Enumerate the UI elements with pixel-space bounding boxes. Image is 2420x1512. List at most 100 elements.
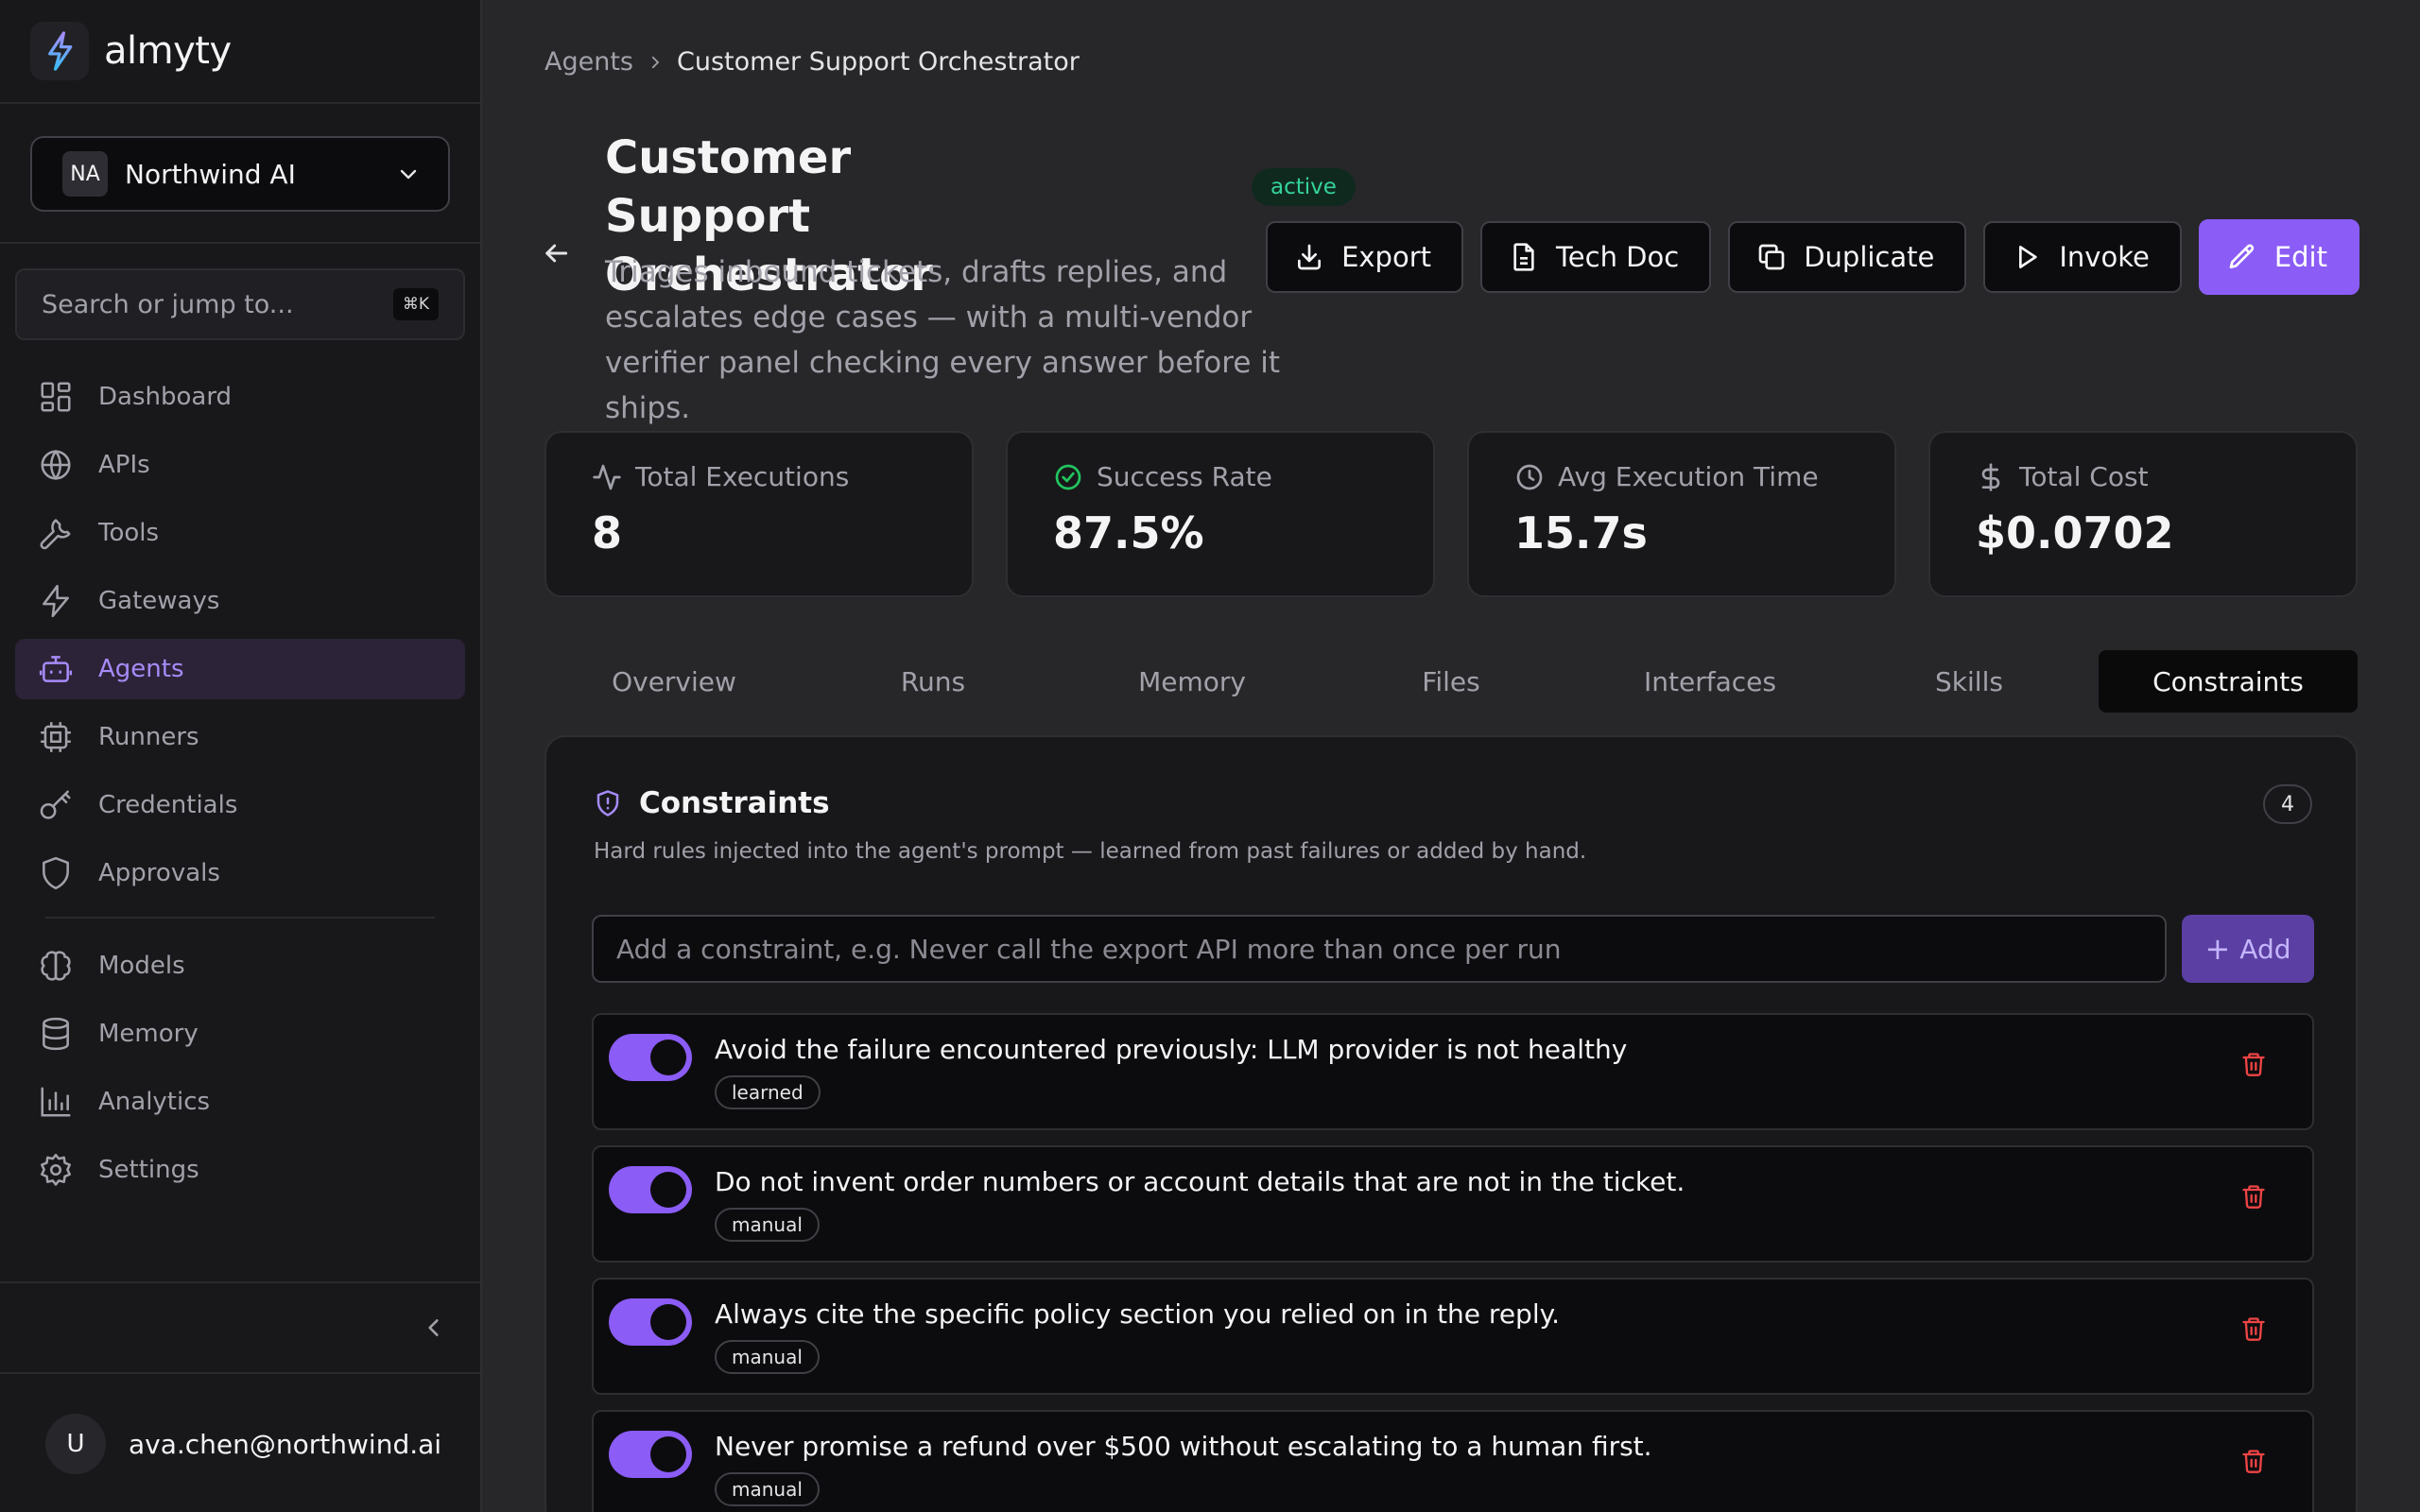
sidebar-item-label: APIs	[98, 451, 150, 479]
stat-value: 15.7s	[1514, 507, 1648, 558]
list-item: Avoid the failure encountered previously…	[592, 1013, 2314, 1130]
chevron-left-icon[interactable]	[422, 1315, 446, 1340]
back-arrow-icon[interactable]	[541, 238, 571, 268]
export-button[interactable]: Export	[1266, 221, 1463, 293]
cpu-icon	[38, 719, 74, 755]
clock-icon	[1514, 462, 1558, 492]
tab-interfaces[interactable]: Interfaces	[1644, 665, 1776, 697]
sidebar-item-models[interactable]: Models	[15, 936, 465, 996]
chevron-down-icon	[397, 163, 420, 185]
tab-skills[interactable]: Skills	[1935, 665, 2003, 697]
sidebar-item-memory[interactable]: Memory	[15, 1004, 465, 1064]
toggle-knob	[650, 1436, 686, 1472]
stat-value: $0.0702	[1976, 507, 2174, 558]
edit-button[interactable]: Edit	[2198, 219, 2360, 295]
sidebar-item-credentials[interactable]: Credentials	[15, 775, 465, 835]
action-toolbar: Export Tech Doc Duplicate Invoke Edit	[1249, 219, 2360, 295]
globe-icon	[38, 447, 74, 483]
logo-row: almyty	[0, 0, 480, 104]
constraint-tag: manual	[715, 1340, 820, 1374]
dashboard-icon	[38, 379, 74, 415]
shield-alert-icon	[594, 789, 639, 817]
search-shortcut: ⌘K	[392, 288, 439, 320]
sidebar-item-tools[interactable]: Tools	[15, 503, 465, 563]
constraint-toggle[interactable]	[609, 1431, 692, 1478]
sidebar-item-settings[interactable]: Settings	[15, 1140, 465, 1200]
constraints-title: Constraints	[639, 786, 830, 820]
page-title: Customer Support Orchestrator	[605, 131, 933, 301]
main-nav: Dashboard APIs Tools Gateways Agents Run…	[0, 367, 480, 1200]
toggle-knob	[650, 1040, 686, 1075]
sidebar-item-agents[interactable]: Agents	[15, 639, 465, 699]
sidebar-item-analytics[interactable]: Analytics	[15, 1072, 465, 1132]
constraint-tag: learned	[715, 1075, 821, 1109]
toggle-knob	[650, 1304, 686, 1340]
tech-doc-button[interactable]: Tech Doc	[1480, 221, 1712, 293]
constraints-panel: Constraints 4 Hard rules injected into t…	[544, 735, 2358, 1512]
sidebar-item-label: Dashboard	[98, 383, 233, 411]
invoke-button[interactable]: Invoke	[1983, 221, 2182, 293]
breadcrumb-agents-link[interactable]: Agents	[544, 47, 633, 77]
sidebar-item-label: Credentials	[98, 791, 238, 819]
copy-icon	[1756, 242, 1804, 272]
tab-overview[interactable]: Overview	[612, 665, 736, 697]
tab-runs[interactable]: Runs	[900, 665, 966, 697]
trash-icon[interactable]	[2240, 1051, 2267, 1077]
stat-label: Total Cost	[2019, 461, 2149, 492]
tab-constraints[interactable]: Constraints	[2099, 650, 2358, 713]
tech-doc-label: Tech Doc	[1556, 241, 1680, 273]
download-icon	[1294, 242, 1341, 272]
sidebar-item-dashboard[interactable]: Dashboard	[15, 367, 465, 427]
logo-icon[interactable]	[30, 22, 89, 80]
duplicate-label: Duplicate	[1804, 241, 1935, 273]
sidebar-item-apis[interactable]: APIs	[15, 435, 465, 495]
stat-value: 8	[592, 507, 623, 558]
play-icon	[2012, 242, 2059, 272]
org-avatar: NA	[62, 151, 108, 197]
sidebar-item-label: Gateways	[98, 587, 220, 615]
breadcrumb: Agents Customer Support Orchestrator	[544, 47, 1080, 77]
sidebar-item-label: Models	[98, 952, 185, 980]
bot-icon	[38, 651, 74, 687]
trash-icon[interactable]	[2240, 1183, 2267, 1210]
plus-icon: +	[2204, 931, 2231, 967]
stat-label: Total Executions	[635, 461, 850, 492]
constraint-toggle[interactable]	[609, 1034, 692, 1081]
edit-label: Edit	[2273, 241, 2327, 273]
key-icon	[38, 787, 74, 823]
tab-memory[interactable]: Memory	[1138, 665, 1246, 697]
chevron-right-icon	[647, 54, 664, 71]
search-input[interactable]: Search or jump to... ⌘K	[15, 268, 465, 340]
add-label: Add	[2239, 933, 2291, 965]
trash-icon[interactable]	[2240, 1448, 2267, 1474]
constraint-input[interactable]	[592, 915, 2167, 983]
stat-value: 87.5%	[1053, 507, 1204, 558]
search-placeholder: Search or jump to...	[42, 289, 294, 319]
brain-icon	[38, 948, 74, 984]
user-menu[interactable]: U ava.chen@northwind.ai	[0, 1376, 480, 1512]
sidebar-item-approvals[interactable]: Approvals	[15, 843, 465, 903]
document-icon	[1509, 242, 1556, 272]
tab-files[interactable]: Files	[1422, 665, 1480, 697]
duplicate-button[interactable]: Duplicate	[1728, 221, 1967, 293]
sidebar-item-runners[interactable]: Runners	[15, 707, 465, 767]
trash-icon[interactable]	[2240, 1315, 2267, 1342]
sidebar-item-label: Agents	[98, 655, 184, 683]
add-constraint-button[interactable]: + Add	[2182, 915, 2314, 983]
stat-card-avg-execution-time: Avg Execution Time 15.7s	[1467, 431, 1896, 597]
activity-icon	[592, 462, 635, 492]
org-name: Northwind AI	[125, 158, 296, 190]
sidebar-item-label: Tools	[98, 519, 160, 547]
constraint-toggle[interactable]	[609, 1298, 692, 1346]
constraint-toggle[interactable]	[609, 1166, 692, 1213]
org-switcher[interactable]: NA Northwind AI	[30, 136, 450, 212]
bar-chart-icon	[38, 1084, 74, 1120]
sidebar-item-label: Runners	[98, 723, 199, 751]
constraints-subtitle: Hard rules injected into the agent's pro…	[594, 839, 1587, 864]
list-item: Never promise a refund over $500 without…	[592, 1410, 2314, 1512]
sidebar-item-gateways[interactable]: Gateways	[15, 571, 465, 631]
gear-icon	[38, 1152, 74, 1188]
sidebar-item-label: Settings	[98, 1156, 199, 1184]
export-label: Export	[1341, 241, 1431, 273]
sidebar: almyty NA Northwind AI Search or jump to…	[0, 0, 482, 1512]
